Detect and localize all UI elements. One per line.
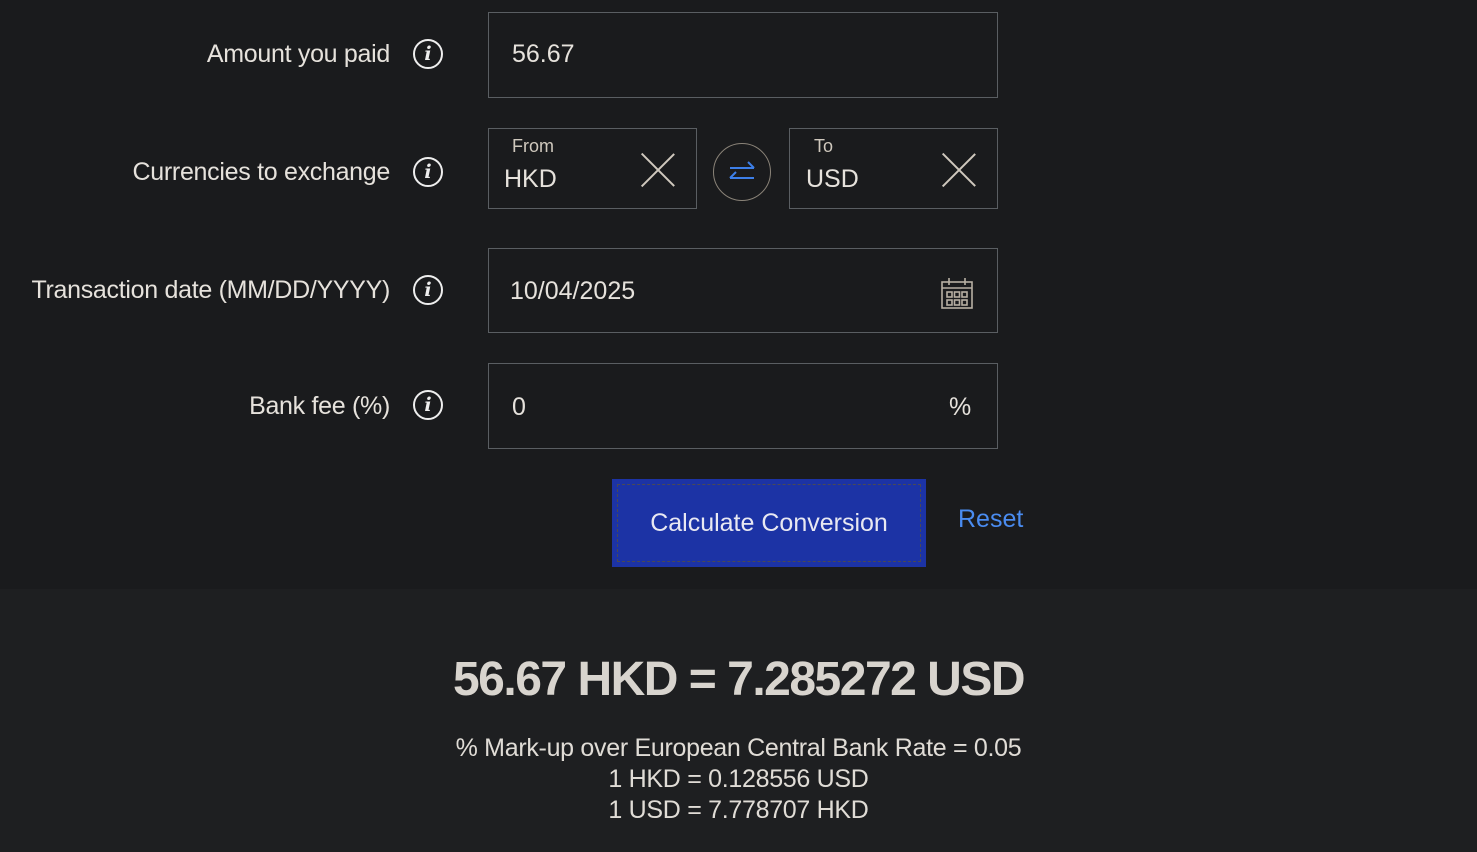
calculate-conversion-button[interactable]: Calculate Conversion <box>612 479 926 567</box>
amount-info-icon[interactable]: i <box>413 39 443 69</box>
from-label: From <box>512 136 554 156</box>
reset-link[interactable]: Reset <box>958 505 1024 533</box>
date-info-icon[interactable]: i <box>413 275 443 305</box>
fee-unit: % <box>949 393 972 421</box>
fee-value: 0 <box>512 393 526 421</box>
date-input[interactable]: 10/04/2025 <box>488 248 998 333</box>
amount-value: 56.67 <box>512 40 575 68</box>
fee-info-icon[interactable]: i <box>413 390 443 420</box>
amount-label: Amount you paid <box>206 40 390 68</box>
rate-to-from: 1 USD = 7.778707 HKD <box>608 796 869 824</box>
fee-label: Bank fee (%) <box>249 392 390 420</box>
from-value: HKD <box>504 165 557 193</box>
markup-text: % Mark-up over European Central Bank Rat… <box>455 734 1022 762</box>
from-currency-select[interactable]: From HKD <box>488 128 697 209</box>
currencies-info-icon[interactable]: i <box>413 157 443 187</box>
rate-from-to: 1 HKD = 0.128556 USD <box>608 765 869 793</box>
clear-icon[interactable] <box>641 153 675 187</box>
swap-currencies-button[interactable] <box>713 143 771 201</box>
date-value: 10/04/2025 <box>510 277 636 305</box>
conversion-result: 56.67 HKD = 7.285272 USD <box>452 653 1026 706</box>
calendar-icon[interactable] <box>940 276 974 310</box>
to-label: To <box>814 136 834 156</box>
amount-input[interactable]: 56.67 <box>488 12 998 98</box>
swap-icon <box>729 161 755 179</box>
to-value: USD <box>806 165 859 193</box>
currencies-label: Currencies to exchange <box>132 158 391 186</box>
date-label: Transaction date (MM/DD/YYYY) <box>31 276 390 304</box>
to-currency-select[interactable]: To USD <box>789 128 998 209</box>
fee-input[interactable]: 0 % <box>488 363 998 449</box>
clear-icon[interactable] <box>942 153 976 187</box>
result-panel <box>0 589 1477 852</box>
